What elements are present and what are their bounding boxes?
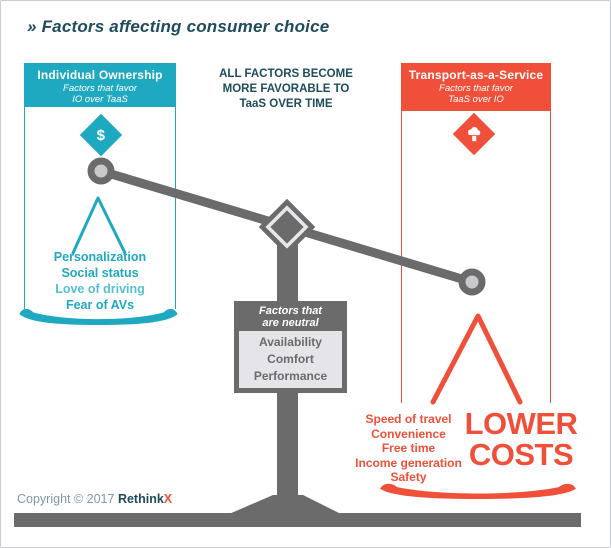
neutral-factors-list: Availability Comfort Performance bbox=[239, 331, 342, 388]
copyright-notice: Copyright © 2017 RethinkX bbox=[17, 492, 172, 506]
taas-panel-outline bbox=[401, 111, 551, 403]
individual-ownership-title: Individual Ownership bbox=[37, 68, 163, 82]
factor-item: Performance bbox=[253, 369, 328, 383]
taas-header: Transport-as-a-Service Factors that favo… bbox=[401, 63, 551, 111]
factor-item: Availability bbox=[259, 335, 322, 349]
right-scale-pan bbox=[380, 483, 576, 499]
center-note-line: MORE FAVORABLE TO bbox=[222, 83, 350, 95]
scale-base-bar bbox=[14, 513, 581, 527]
cloud-glyph bbox=[467, 126, 481, 142]
lower-costs-highlight: LOWER COSTS bbox=[464, 406, 578, 472]
factor-item: Comfort bbox=[267, 352, 314, 366]
factor-item: Love of driving bbox=[55, 282, 145, 296]
factor-item: Speed of travel bbox=[365, 412, 452, 426]
neutral-factors-label: Factors that are neutral bbox=[259, 305, 322, 329]
individual-ownership-subtitle: Factors that favor IO over TaaS bbox=[63, 83, 137, 105]
cloud-transport-icon bbox=[452, 112, 496, 156]
factor-item: Income generation bbox=[355, 455, 462, 470]
neutral-factors-box: Factors that are neutral Availability Co… bbox=[234, 301, 347, 393]
taas-title: Transport-as-a-Service bbox=[408, 68, 544, 82]
factor-item: Safety bbox=[390, 470, 427, 484]
individual-ownership-factors: Personalization Social status Love of dr… bbox=[26, 249, 174, 313]
brand-x: X bbox=[163, 492, 173, 506]
copyright-text: Copyright © 2017 bbox=[17, 492, 118, 506]
taas-subtitle: Factors that favor TaaS over IO bbox=[439, 83, 513, 105]
center-note-line: TaaS OVER TIME bbox=[239, 98, 333, 110]
center-note: ALL FACTORS BECOME MORE FAVORABLE TO Taa… bbox=[194, 67, 378, 112]
factor-item: Fear of AVs bbox=[65, 298, 135, 312]
factor-item: Free time bbox=[381, 441, 436, 455]
taas-factors: Speed of travel Convenience Free time In… bbox=[346, 412, 471, 485]
fulcrum-diamond bbox=[258, 198, 316, 256]
factor-item: Personalization bbox=[53, 250, 147, 264]
factor-item: Convenience bbox=[371, 426, 446, 441]
individual-ownership-header: Individual Ownership Factors that favor … bbox=[24, 63, 176, 107]
page-title: » Factors affecting consumer choice bbox=[27, 17, 330, 36]
factor-item: Social status bbox=[61, 266, 139, 280]
scale-base-trapezoid bbox=[229, 495, 341, 514]
center-note-line: ALL FACTORS BECOME bbox=[219, 68, 353, 80]
brand-rethink: Rethink bbox=[117, 492, 164, 506]
